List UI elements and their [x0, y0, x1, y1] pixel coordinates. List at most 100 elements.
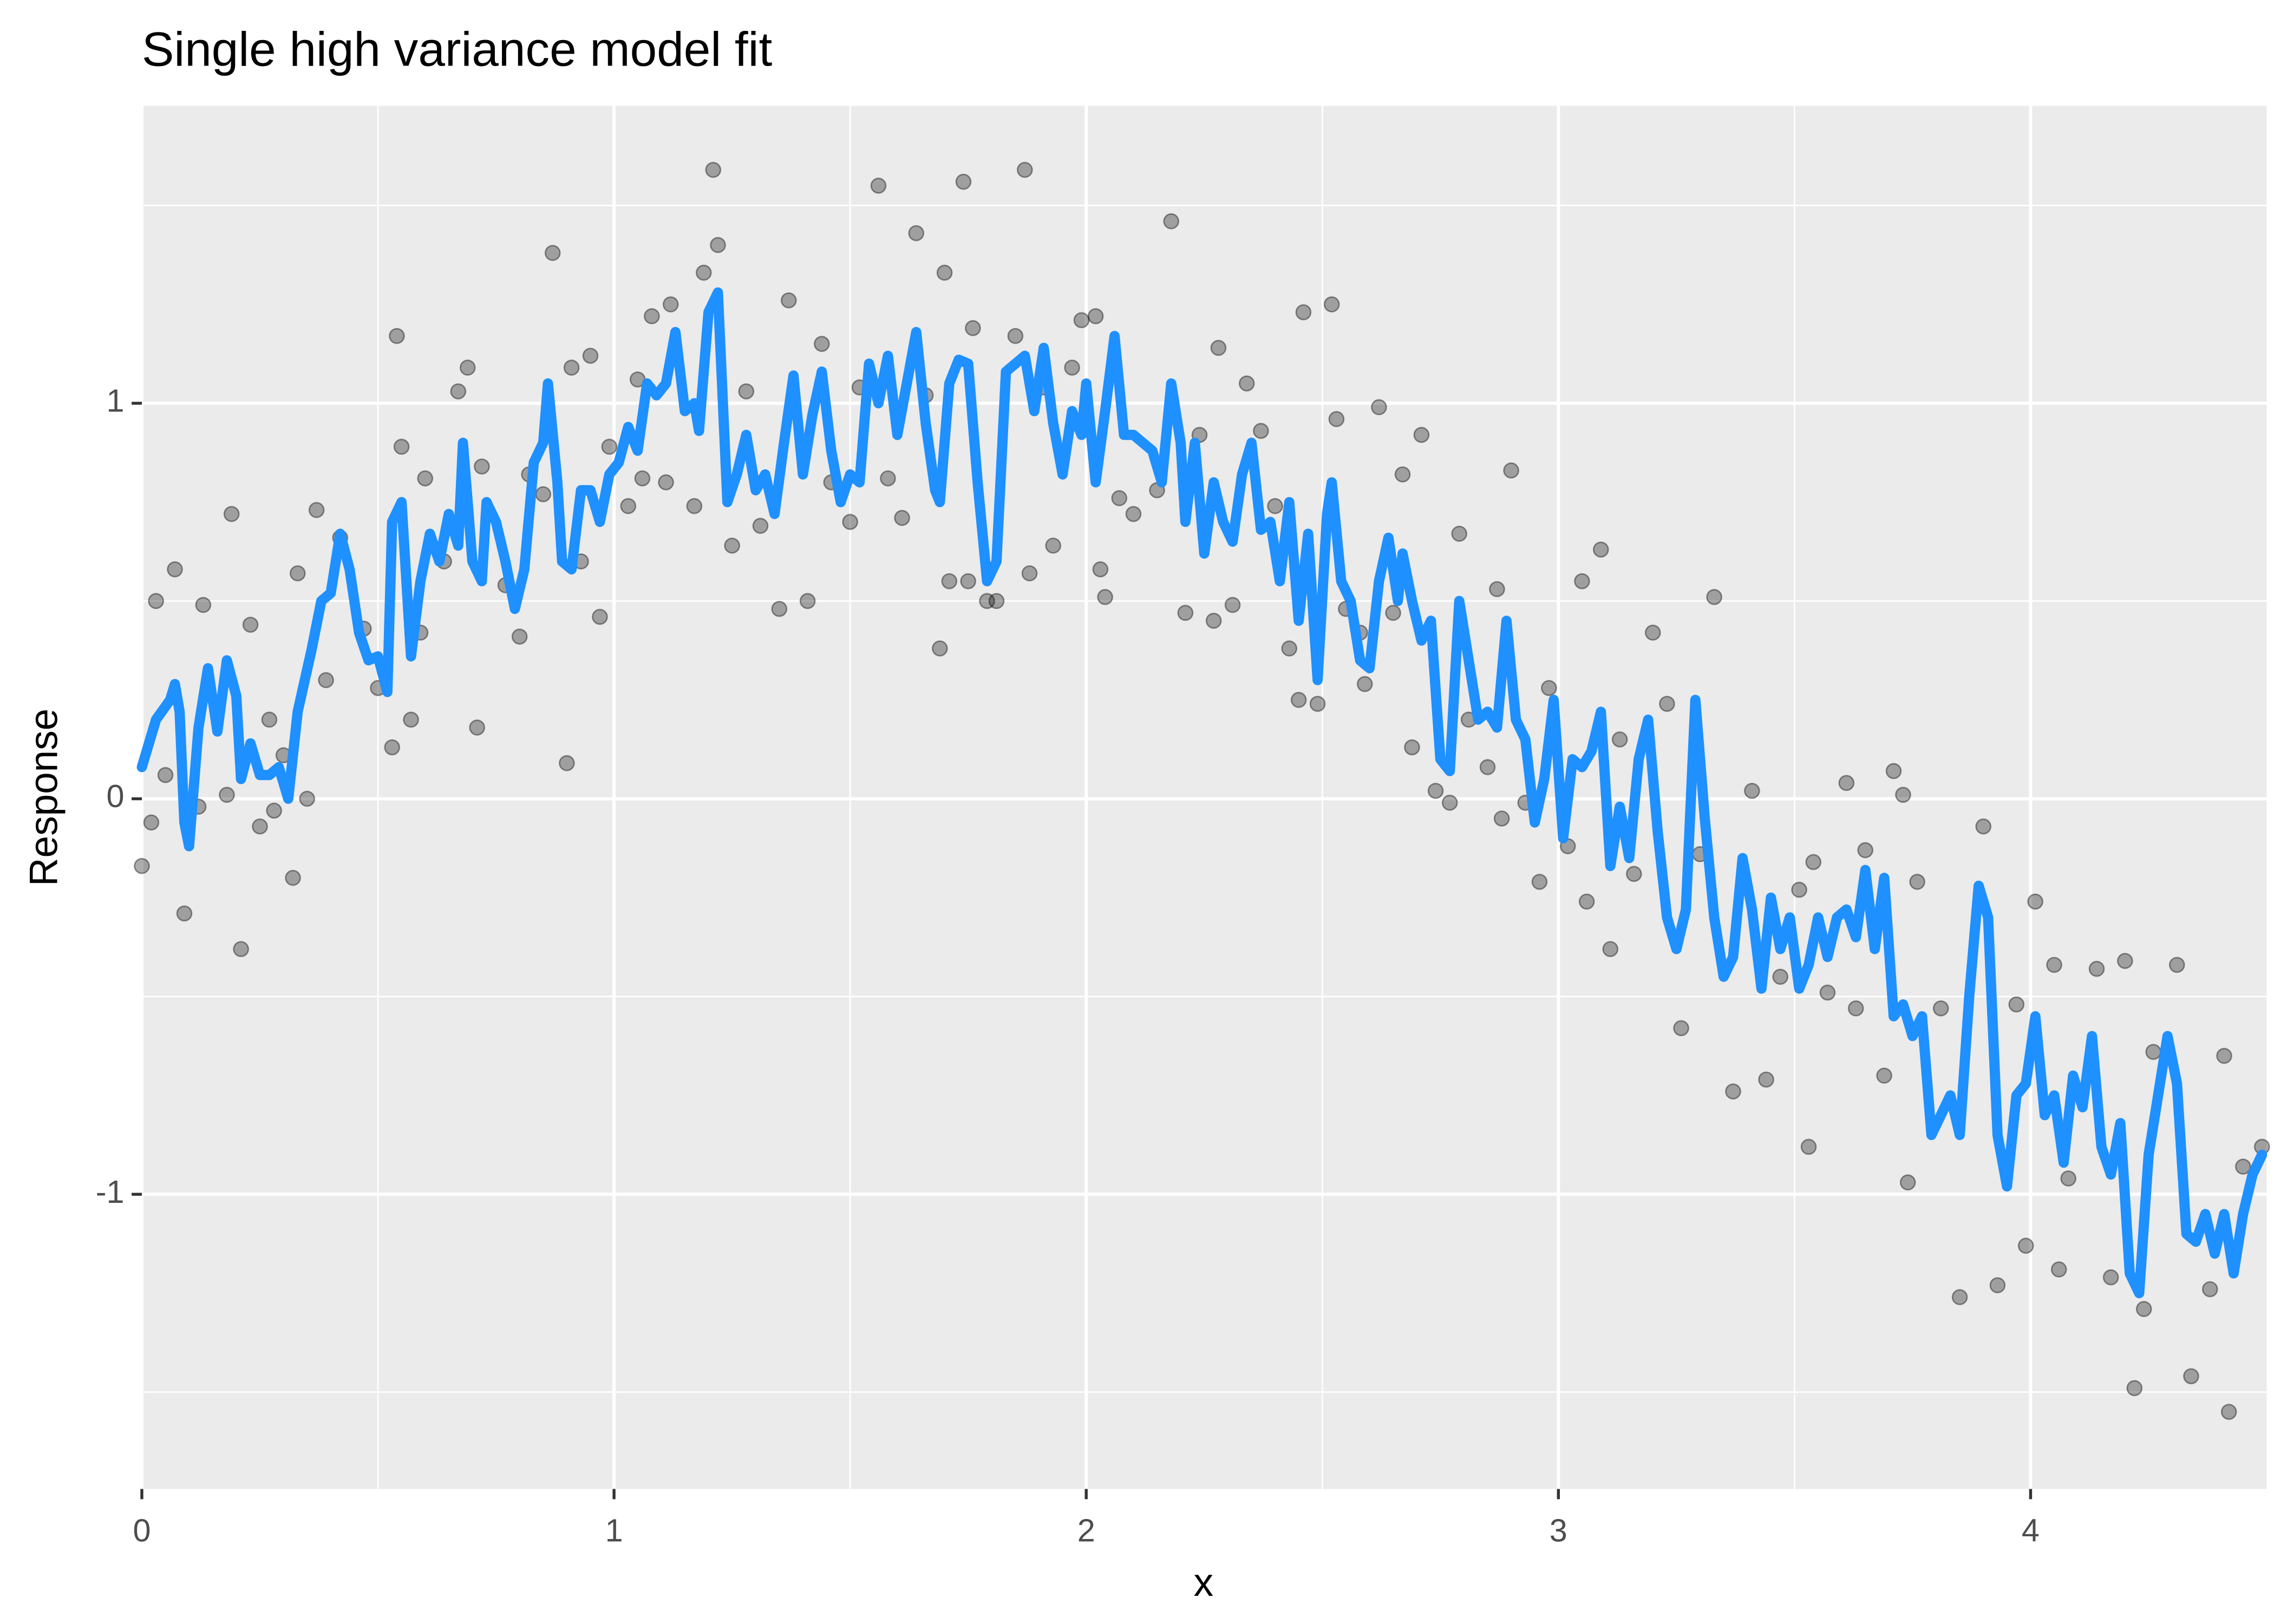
point — [308, 502, 325, 519]
x-tick-label: 0 — [133, 1512, 151, 1548]
point — [2145, 1044, 2162, 1060]
point — [1267, 498, 1283, 514]
x-tick-label: 1 — [605, 1512, 623, 1548]
point — [2220, 1404, 2237, 1420]
point — [563, 359, 580, 376]
point — [2126, 1380, 2143, 1397]
point — [941, 573, 958, 590]
point — [389, 328, 405, 344]
point — [2117, 953, 2133, 969]
point — [167, 561, 183, 578]
point — [143, 814, 160, 831]
y-tick-label: 0 — [107, 778, 125, 814]
point — [908, 225, 925, 241]
point — [1205, 612, 1222, 629]
point — [459, 359, 476, 376]
point — [1800, 1138, 1817, 1155]
point — [1092, 561, 1109, 578]
point — [780, 292, 797, 309]
point — [1772, 968, 1789, 985]
point — [1932, 1000, 1949, 1017]
point — [1805, 854, 1822, 870]
point — [2135, 1301, 2152, 1317]
point — [1441, 794, 1458, 811]
point — [511, 628, 528, 645]
point — [2008, 996, 2025, 1013]
point — [705, 161, 722, 178]
point — [1097, 589, 1113, 605]
point — [252, 818, 268, 835]
point — [1394, 466, 1411, 483]
point — [157, 767, 174, 783]
y-axis-title: Response — [22, 709, 66, 886]
x-axis-title: x — [1194, 1561, 1213, 1605]
point — [644, 308, 660, 324]
point — [1064, 359, 1080, 376]
point — [1238, 375, 1255, 392]
point — [417, 470, 434, 487]
point — [1626, 866, 1642, 882]
point — [469, 719, 486, 736]
point — [1045, 538, 1062, 554]
point — [979, 593, 995, 610]
point — [2017, 1237, 2034, 1254]
point — [134, 857, 150, 874]
point — [936, 264, 953, 281]
point — [176, 905, 193, 922]
point — [601, 438, 618, 455]
point — [2060, 1170, 2077, 1187]
point — [965, 320, 981, 336]
point — [2027, 893, 2044, 910]
point — [266, 802, 283, 819]
point — [299, 790, 316, 807]
point — [318, 672, 334, 689]
point — [813, 336, 830, 352]
point — [592, 608, 608, 625]
point — [842, 514, 859, 530]
point — [1791, 881, 1807, 898]
point — [2201, 1281, 2218, 1298]
x-tick-label: 3 — [1550, 1512, 1567, 1548]
point — [1210, 339, 1227, 356]
point — [450, 383, 467, 400]
x-tick-label: 4 — [2022, 1512, 2040, 1548]
point — [710, 237, 726, 253]
point — [658, 474, 674, 490]
point — [620, 498, 637, 514]
point — [1163, 213, 1180, 230]
point — [955, 173, 972, 190]
point — [771, 600, 788, 617]
point — [1007, 328, 1024, 344]
point — [195, 597, 212, 613]
point — [1087, 308, 1104, 324]
point — [1224, 597, 1241, 613]
point — [1611, 731, 1628, 748]
point — [1309, 696, 1326, 712]
point — [1451, 526, 1468, 542]
point — [1295, 304, 1312, 320]
point — [1847, 1000, 1864, 1017]
x-tick-label: 2 — [1077, 1512, 1095, 1548]
point — [1489, 581, 1505, 598]
point — [1909, 874, 1925, 890]
point — [1592, 541, 1609, 558]
point — [261, 711, 278, 728]
point — [1281, 640, 1298, 657]
point — [1819, 984, 1836, 1001]
point — [1975, 818, 1992, 835]
point — [870, 178, 887, 194]
point — [1758, 1071, 1774, 1088]
point — [1673, 1020, 1689, 1037]
point — [1857, 842, 1874, 859]
point — [1073, 312, 1090, 329]
point — [662, 296, 679, 313]
point — [474, 458, 490, 475]
point — [1659, 696, 1675, 712]
point — [1323, 296, 1340, 313]
point — [799, 593, 816, 610]
point — [535, 486, 552, 502]
point — [1989, 1277, 2006, 1294]
point — [1356, 676, 1373, 692]
point — [634, 470, 651, 487]
point — [880, 470, 896, 487]
